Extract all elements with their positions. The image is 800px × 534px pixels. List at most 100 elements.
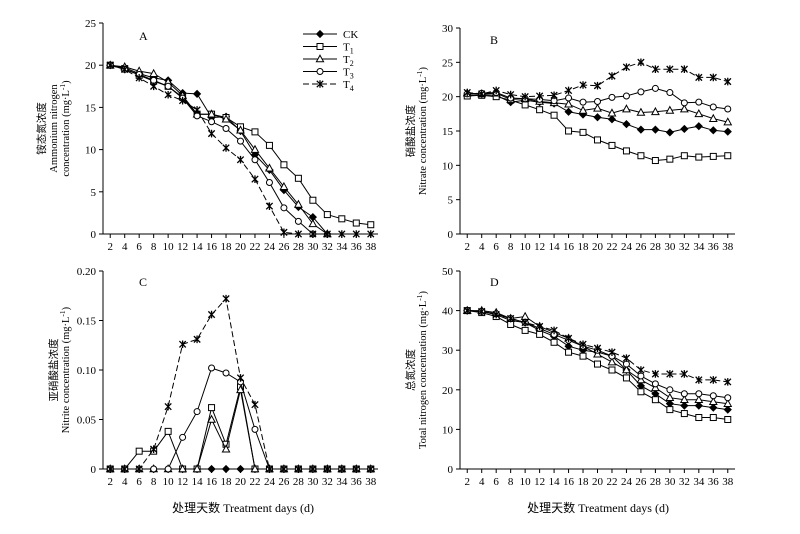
series-T2 — [105, 60, 332, 238]
data-point-T3 — [594, 97, 601, 105]
data-point-T3 — [222, 125, 230, 132]
x-tick-label: 34 — [693, 476, 705, 488]
data-point-T1 — [680, 410, 688, 418]
data-point-T3 — [709, 392, 717, 400]
data-point-T1 — [666, 155, 674, 163]
data-point-T1 — [521, 326, 529, 334]
series-T4 — [106, 294, 375, 473]
series-line-T4 — [110, 64, 371, 235]
data-point-T4 — [666, 65, 674, 73]
data-point-T4 — [463, 88, 471, 97]
y-tick-label: 20 — [442, 92, 454, 104]
x-tick-label: 30 — [307, 241, 319, 253]
data-point-T1 — [352, 219, 360, 227]
data-point-T2 — [578, 105, 588, 114]
data-point-T1 — [251, 128, 259, 136]
data-point-T1 — [265, 141, 273, 149]
y-tick-label: 15 — [85, 102, 97, 114]
series-line-T1 — [110, 64, 371, 226]
series-line-T2 — [110, 64, 328, 235]
y-tick-label: 0.15 — [77, 316, 97, 328]
legend-item-T1: T1 — [303, 42, 354, 56]
data-point-T2 — [665, 105, 675, 114]
data-point-T3 — [294, 217, 302, 225]
y-tick-label: 0.10 — [77, 365, 97, 377]
x-tick-label: 28 — [650, 476, 662, 488]
legend-label: T4 — [343, 79, 354, 93]
data-point-T1 — [164, 427, 172, 435]
x-tick-label: 24 — [621, 241, 633, 253]
x-tick-label: 28 — [293, 241, 305, 253]
data-point-T1 — [280, 161, 288, 169]
data-point-T2 — [250, 464, 260, 473]
y-tick-label: 5 — [448, 195, 454, 207]
data-point-T4 — [651, 65, 660, 73]
data-point-T4 — [622, 354, 631, 362]
data-point-T2 — [265, 163, 274, 172]
x-tick-label: 38 — [365, 476, 377, 488]
series-line-CK — [467, 310, 728, 411]
x-tick-label: 20 — [235, 241, 247, 253]
x-tick-label: 30 — [307, 476, 319, 488]
x-tick-label: 18 — [578, 476, 590, 488]
data-point-T4 — [724, 77, 732, 86]
data-point-CK — [651, 125, 660, 134]
panel-label: D — [490, 275, 499, 289]
y-tick-label: 50 — [442, 266, 454, 278]
x-tick-label: 30 — [664, 476, 676, 488]
data-point-T2 — [221, 114, 231, 123]
data-point-CK — [207, 464, 216, 474]
data-point-T2 — [708, 396, 718, 405]
data-point-T3 — [265, 179, 273, 187]
data-point-T3 — [637, 372, 645, 380]
data-point-T4 — [352, 465, 360, 473]
x-tick-label: 38 — [365, 241, 377, 253]
data-point-T3 — [622, 360, 630, 368]
x-tick-label: 38 — [722, 241, 734, 253]
data-point-T1 — [565, 127, 573, 135]
x-tick-label: 26 — [635, 241, 647, 253]
series-line-T1 — [110, 386, 371, 470]
data-point-T1 — [367, 221, 375, 229]
data-point-T4 — [608, 72, 616, 80]
data-point-T2 — [178, 464, 188, 473]
y-tick-label: 20 — [442, 385, 454, 397]
x-tick-label: 24 — [264, 241, 276, 253]
data-point-T4 — [135, 74, 143, 82]
data-point-T4 — [323, 465, 332, 473]
data-point-T1 — [637, 152, 645, 160]
x-tick-label: 36 — [351, 241, 363, 253]
x-tick-label: 16 — [206, 241, 218, 253]
data-point-CK — [680, 124, 689, 134]
y-axis-label-en2: Nitrate concentration (mg·L-1) — [415, 66, 429, 195]
y-tick-label: 30 — [442, 23, 454, 35]
data-point-T1 — [135, 447, 143, 455]
data-point-T4 — [280, 465, 288, 473]
legend-marker-T4 — [316, 80, 324, 88]
data-point-CK — [636, 125, 646, 134]
x-tick-label: 36 — [708, 476, 720, 488]
x-tick-label: 4 — [122, 476, 128, 488]
data-point-T4 — [193, 106, 201, 114]
x-tick-label: 22 — [249, 476, 260, 488]
data-point-T4 — [236, 374, 245, 382]
series-T2 — [462, 305, 733, 407]
data-point-CK — [680, 401, 689, 410]
x-tick-label: 22 — [249, 241, 260, 253]
x-tick-label: 32 — [322, 241, 333, 253]
y-tick-label: 10 — [442, 160, 454, 172]
x-tick-label: 12 — [534, 476, 545, 488]
data-point-T2 — [622, 104, 631, 113]
y-tick-label: 40 — [442, 306, 454, 318]
x-tick-label: 22 — [606, 241, 617, 253]
data-point-T4 — [121, 65, 129, 74]
data-point-T4 — [506, 314, 515, 323]
x-tick-label: 34 — [693, 241, 705, 253]
data-point-T2 — [279, 181, 289, 191]
data-point-T2 — [221, 444, 231, 453]
data-point-T2 — [679, 394, 689, 403]
x-tick-label: 28 — [650, 241, 662, 253]
